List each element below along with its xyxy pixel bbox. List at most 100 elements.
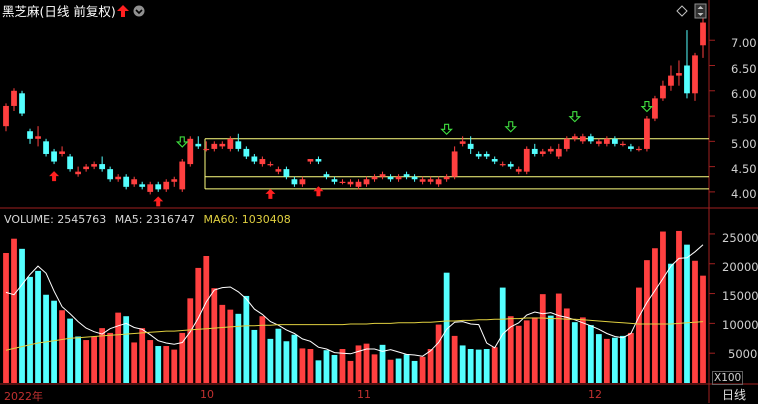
candle-body — [371, 176, 378, 180]
candle-body — [611, 138, 618, 144]
volume-bar — [259, 316, 266, 383]
volume-bar — [563, 308, 570, 383]
volume-bar — [587, 325, 594, 383]
ma60-line — [5, 317, 704, 351]
candle-body — [483, 153, 490, 157]
candle-body — [83, 166, 89, 170]
volume-bar — [187, 298, 194, 383]
volume-bar — [539, 294, 546, 383]
candle-body — [628, 146, 634, 149]
x-axis-label-month: 11 — [357, 388, 371, 401]
volume-bar — [299, 348, 306, 383]
volume-bar — [203, 255, 210, 383]
period-label[interactable]: 日线 — [722, 388, 747, 402]
volume-bar — [51, 300, 57, 383]
volume-bar — [291, 334, 298, 383]
candle-body — [291, 179, 298, 185]
candle-body — [652, 98, 658, 119]
candle-body — [595, 141, 602, 144]
candle-body — [507, 164, 514, 167]
candle-body — [379, 174, 386, 177]
candle-body — [203, 148, 210, 151]
volume-bar — [507, 316, 514, 383]
ma60-value: MA60: 1030408 — [203, 213, 291, 226]
sell-signal-arrow — [153, 196, 164, 207]
candle-body — [171, 179, 178, 182]
volume-bar — [139, 328, 146, 383]
candle-body — [355, 181, 362, 187]
volume-bar — [315, 360, 322, 383]
candle-body — [531, 148, 538, 154]
price-tick-label: 4.00 — [731, 187, 757, 201]
buy-signal-arrow — [440, 123, 453, 136]
volume-bar — [427, 349, 434, 383]
volume-bar — [107, 332, 114, 383]
buy-signal-arrow — [568, 111, 582, 123]
volume-bar — [59, 310, 65, 383]
volume-bar — [243, 295, 250, 383]
volume-bar — [676, 230, 682, 383]
candle-body — [435, 179, 442, 185]
volume-bar — [355, 345, 362, 383]
price-tick-label: 5.50 — [731, 112, 757, 126]
volume-bar — [219, 304, 226, 383]
candle-body — [163, 181, 170, 190]
volume-bar — [620, 335, 626, 383]
volume-bar — [3, 253, 9, 383]
candle-body — [668, 75, 674, 86]
candle-body — [579, 136, 586, 142]
candle-body — [3, 105, 9, 127]
volume-bar — [251, 329, 258, 383]
volume-bar — [83, 340, 89, 383]
candle-body — [131, 179, 138, 185]
candle-body — [676, 73, 682, 76]
volume-bar — [19, 248, 25, 383]
volume-bar — [419, 356, 426, 383]
volume-bar — [211, 288, 218, 383]
volume-bar — [395, 358, 402, 383]
volume-indicator-row: VOLUME: 2545763 MA5: 2316747 MA60: 10304… — [4, 213, 296, 226]
volume-tick-label: 25000 — [722, 231, 758, 245]
volume-bar — [379, 344, 386, 383]
candle-body — [563, 138, 570, 149]
volume-bar — [323, 350, 330, 383]
up-arrow-icon[interactable] — [117, 5, 129, 17]
candle-body — [251, 156, 258, 162]
candle-body — [700, 22, 706, 46]
x-axis-label-month: 12 — [588, 388, 602, 401]
volume-bar — [155, 346, 162, 383]
candle-body — [620, 143, 626, 146]
candle-body — [684, 65, 690, 94]
scrollbar-icon[interactable] — [694, 3, 708, 19]
volume-bar — [571, 322, 578, 383]
axis-ticks — [709, 39, 715, 354]
volume-bar — [475, 349, 482, 383]
volume-bar — [163, 346, 170, 383]
volume-bar — [523, 320, 530, 383]
candle-body — [299, 179, 306, 185]
volume-bar — [227, 309, 234, 383]
volume-bar — [339, 349, 346, 383]
price-tick-label: 5.00 — [731, 137, 757, 151]
candle-body — [523, 148, 530, 172]
volume-bar — [307, 349, 314, 383]
volume-bar — [628, 332, 634, 383]
candle-body — [339, 181, 346, 183]
price-tick-label: 6.00 — [731, 87, 757, 101]
candle-body — [459, 141, 466, 144]
volume-bar — [579, 317, 586, 383]
volume-bar — [267, 338, 274, 383]
volume-bar — [67, 318, 73, 383]
diamond-icon[interactable] — [676, 5, 688, 17]
candle-body — [387, 176, 394, 180]
volume-tick-label: 15000 — [722, 289, 758, 303]
price-tick-label: 4.50 — [731, 162, 757, 176]
dropdown-circle-icon[interactable] — [133, 5, 145, 17]
volume-bar — [171, 349, 178, 383]
volume-bar — [123, 316, 130, 383]
stock-title: 黑芝麻(日线 前复权) — [2, 4, 116, 19]
candle-body — [187, 138, 194, 165]
x-axis-label-year: 2022年 — [4, 390, 43, 403]
volume-tick-label: 20000 — [722, 260, 758, 274]
